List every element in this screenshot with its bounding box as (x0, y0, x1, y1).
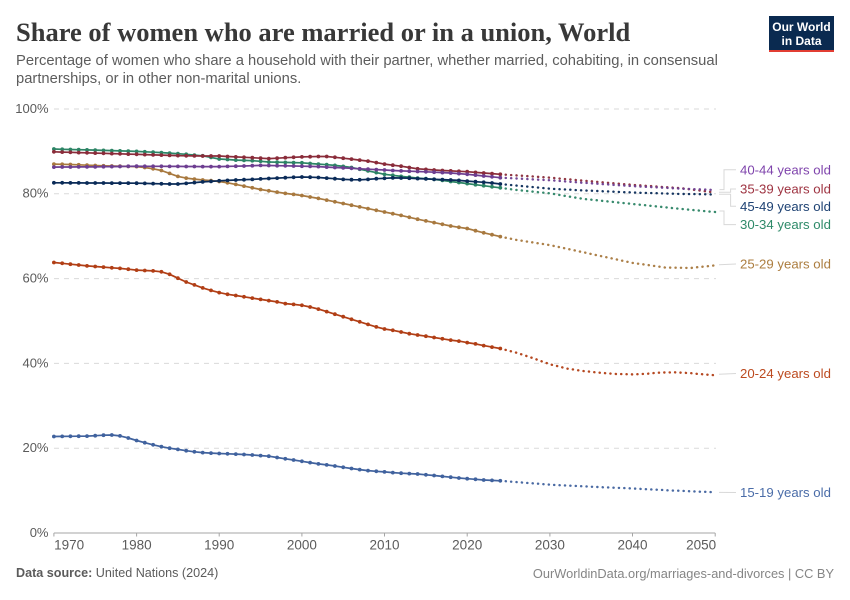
svg-text:15-19 years old: 15-19 years old (740, 485, 831, 500)
svg-text:1980: 1980 (122, 538, 152, 553)
svg-text:2020: 2020 (452, 538, 482, 553)
svg-text:2010: 2010 (369, 538, 399, 553)
svg-text:80%: 80% (22, 186, 48, 201)
svg-text:20-24 years old: 20-24 years old (740, 366, 831, 381)
svg-text:40%: 40% (22, 355, 48, 370)
svg-text:0%: 0% (30, 525, 49, 540)
svg-text:60%: 60% (22, 271, 48, 286)
svg-text:2000: 2000 (287, 538, 317, 553)
svg-text:45-49 years old: 45-49 years old (740, 199, 831, 214)
svg-text:2030: 2030 (535, 538, 565, 553)
svg-text:2040: 2040 (617, 538, 647, 553)
svg-text:20%: 20% (22, 440, 48, 455)
svg-text:1970: 1970 (54, 538, 84, 553)
svg-text:2050: 2050 (686, 538, 716, 553)
svg-text:30-34 years old: 30-34 years old (740, 217, 831, 232)
svg-text:35-39 years old: 35-39 years old (740, 182, 831, 197)
svg-text:100%: 100% (15, 101, 49, 116)
svg-text:1990: 1990 (204, 538, 234, 553)
svg-text:25-29 years old: 25-29 years old (740, 257, 831, 272)
svg-text:40-44 years old: 40-44 years old (740, 162, 831, 177)
